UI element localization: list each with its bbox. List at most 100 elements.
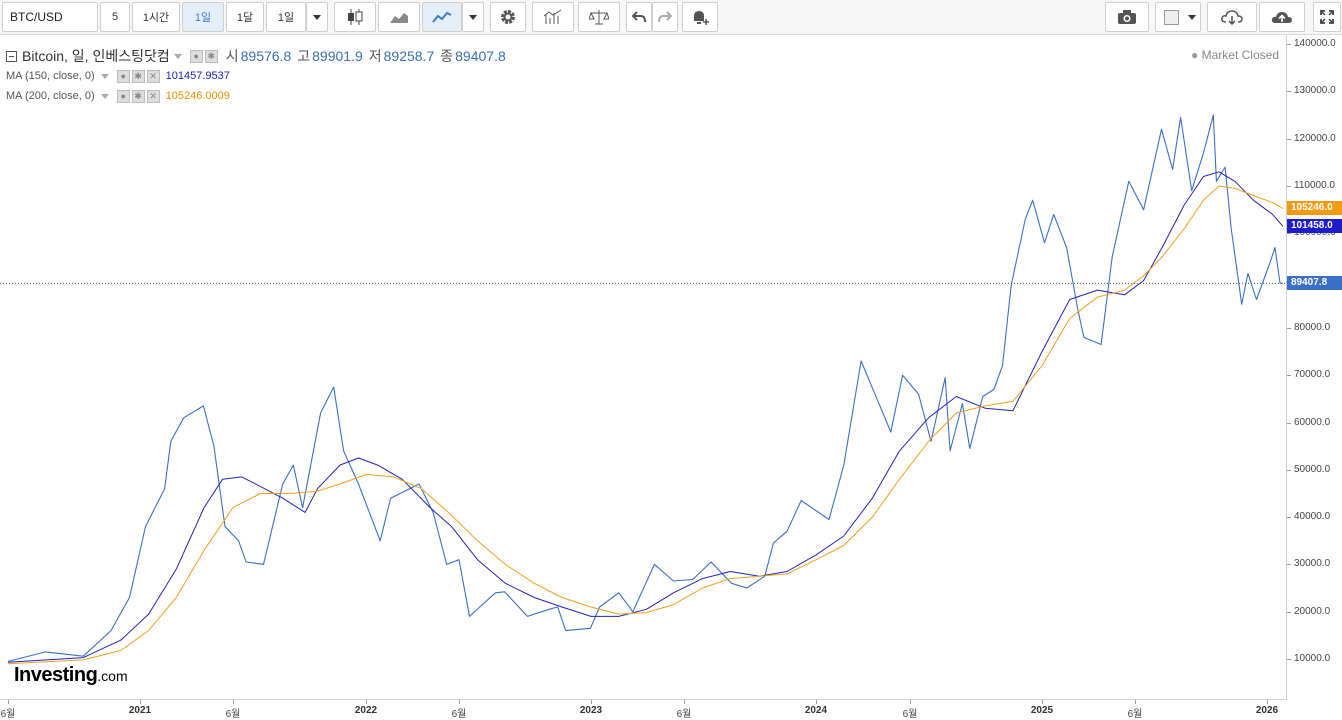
symbol-input[interactable]: BTC/USD — [2, 2, 98, 32]
screenshot-button[interactable] — [1105, 2, 1149, 32]
series-title: Bitcoin, 일, 인베스팅닷컴 — [22, 48, 170, 64]
close-label: 종 — [440, 48, 454, 64]
low-value: 89258.7 — [383, 48, 435, 64]
redo-button[interactable] — [652, 2, 678, 32]
price-tick-label: 120000.0 — [1294, 132, 1336, 144]
time-tick-label: 2024 — [804, 705, 828, 716]
price-chart[interactable] — [0, 35, 1286, 699]
ma200-line[interactable] — [7, 185, 1284, 665]
high-label: 고 — [297, 48, 311, 64]
interval-5-button[interactable]: 5 — [100, 2, 130, 32]
gear-icon[interactable]: ✱ — [131, 69, 145, 83]
interval-more-button[interactable]: 1일 — [266, 2, 306, 32]
area-chart-icon — [390, 13, 408, 23]
time-tick-label: 2026 — [1255, 705, 1279, 716]
color-picker-button[interactable] — [1155, 2, 1201, 32]
investing-logo: Investing.com — [14, 664, 128, 687]
main-series-legend: Bitcoin, 일, 인베스팅닷컴 ● ✱ 시 89576.8 고 89901.9 … — [6, 46, 506, 66]
interval-1h-button[interactable]: 1시간 — [132, 2, 180, 32]
settings-button[interactable] — [490, 2, 526, 32]
time-tick-label: 2022 — [354, 705, 378, 716]
market-status-text: Market Closed — [1201, 48, 1279, 62]
interval-dropdown-button[interactable] — [306, 2, 328, 32]
price-tick-label: 30000.0 — [1294, 558, 1331, 570]
price-tick-label: 70000.0 — [1294, 369, 1331, 381]
add-alert-button[interactable] — [682, 2, 718, 32]
ma200-value: 105246.0009 — [165, 90, 230, 102]
ma200-price-tag: 105246.0 — [1287, 201, 1342, 216]
ma150-value: 101457.9537 — [165, 70, 230, 82]
time-tick-label: 2023 — [579, 705, 603, 716]
status-dot-icon: ● — [1191, 48, 1199, 62]
collapse-legend-icon[interactable] — [6, 50, 17, 62]
chart-legend: Bitcoin, 일, 인베스팅닷컴 ● ✱ 시 89576.8 고 89901.9 … — [6, 46, 506, 106]
logo-suffix: .com — [97, 668, 128, 684]
undo-button[interactable] — [626, 2, 652, 32]
price-tick-label: 130000.0 — [1294, 85, 1336, 97]
close-value: 89407.8 — [455, 48, 506, 64]
chevron-down-icon — [1188, 14, 1196, 20]
time-tick-label: 6월 — [676, 709, 692, 720]
close-icon[interactable]: ✕ — [146, 69, 160, 83]
price-tick-label: 80000.0 — [1294, 321, 1331, 333]
price-tick-label: 10000.0 — [1294, 653, 1331, 664]
time-axis[interactable]: 6월 2021 6월 2022 6월 2023 6월 2024 6월 2025 6월 2026 — [0, 699, 1286, 720]
ma200-label: MA (200, close, 0) — [6, 90, 95, 102]
chevron-down-icon[interactable] — [173, 53, 182, 59]
chart-style-dropdown-button[interactable] — [462, 2, 484, 32]
cloud-upload-icon — [1271, 12, 1292, 23]
chevron-down-icon — [469, 14, 477, 20]
close-icon[interactable]: ✕ — [146, 89, 160, 103]
logo-name: Investing — [14, 664, 98, 686]
last-price-tag: 89407.8 — [1287, 276, 1342, 291]
price-line[interactable] — [7, 114, 1284, 662]
time-tick-label: 6월 — [902, 709, 918, 720]
time-tick-label: 6월 — [225, 709, 241, 720]
time-tick-label: 2021 — [128, 705, 152, 716]
visibility-icon[interactable]: ● — [116, 69, 130, 83]
candlestick-style-button[interactable] — [334, 2, 376, 32]
time-tick-label: 2025 — [1030, 705, 1054, 716]
gear-icon — [501, 10, 515, 24]
visibility-icon[interactable]: ● — [189, 49, 203, 63]
price-axis[interactable]: 10000.0 20000.0 30000.0 40000.0 50000.0 60000… — [1286, 35, 1342, 700]
open-label: 시 — [225, 48, 239, 64]
price-tick-label: 110000.0 — [1294, 180, 1335, 191]
compare-button[interactable] — [578, 2, 620, 32]
save-chart-button[interactable] — [1259, 2, 1305, 32]
price-tick-label: 140000.0 — [1294, 38, 1336, 50]
chart-toolbar: BTC/USD 5 1시간 1일 1달 1일 — [0, 0, 1342, 35]
area-style-button[interactable] — [378, 2, 420, 32]
time-tick-label: 6월 — [0, 709, 16, 720]
line-style-button[interactable] — [422, 2, 462, 32]
indicators-button[interactable] — [532, 2, 574, 32]
load-chart-button[interactable] — [1207, 2, 1257, 32]
gear-icon[interactable]: ✱ — [204, 49, 218, 63]
ma150-label: MA (150, close, 0) — [6, 70, 95, 82]
price-tick-label: 50000.0 — [1294, 463, 1331, 475]
interval-1d-button[interactable]: 1일 — [182, 2, 224, 32]
fullscreen-button[interactable] — [1313, 2, 1341, 32]
redo-icon — [658, 11, 672, 23]
bell-plus-icon — [694, 11, 709, 25]
ma150-line[interactable] — [7, 171, 1284, 663]
chevron-down-icon[interactable] — [100, 93, 109, 99]
interval-1m-button[interactable]: 1달 — [226, 2, 264, 32]
price-tick-label: 40000.0 — [1294, 511, 1331, 523]
visibility-icon[interactable]: ● — [116, 89, 130, 103]
market-status: ● Market Closed — [1191, 48, 1279, 62]
price-tick-label: 20000.0 — [1294, 605, 1331, 617]
gear-icon[interactable]: ✱ — [131, 89, 145, 103]
undo-icon — [632, 11, 646, 23]
scale-icon — [589, 10, 609, 25]
ma150-legend: MA (150, close, 0) ● ✱ ✕ 101457.9537 — [6, 66, 506, 86]
cloud-download-icon — [1221, 10, 1243, 25]
price-tick-label: 60000.0 — [1294, 416, 1331, 428]
line-chart-icon — [432, 11, 452, 23]
chevron-down-icon[interactable] — [100, 73, 109, 79]
low-label: 저 — [368, 48, 382, 64]
chevron-down-icon — [313, 14, 321, 20]
ma200-legend: MA (200, close, 0) ● ✱ ✕ 105246.0009 — [6, 86, 506, 106]
high-value: 89901.9 — [312, 48, 363, 64]
color-swatch-icon — [1164, 9, 1179, 25]
